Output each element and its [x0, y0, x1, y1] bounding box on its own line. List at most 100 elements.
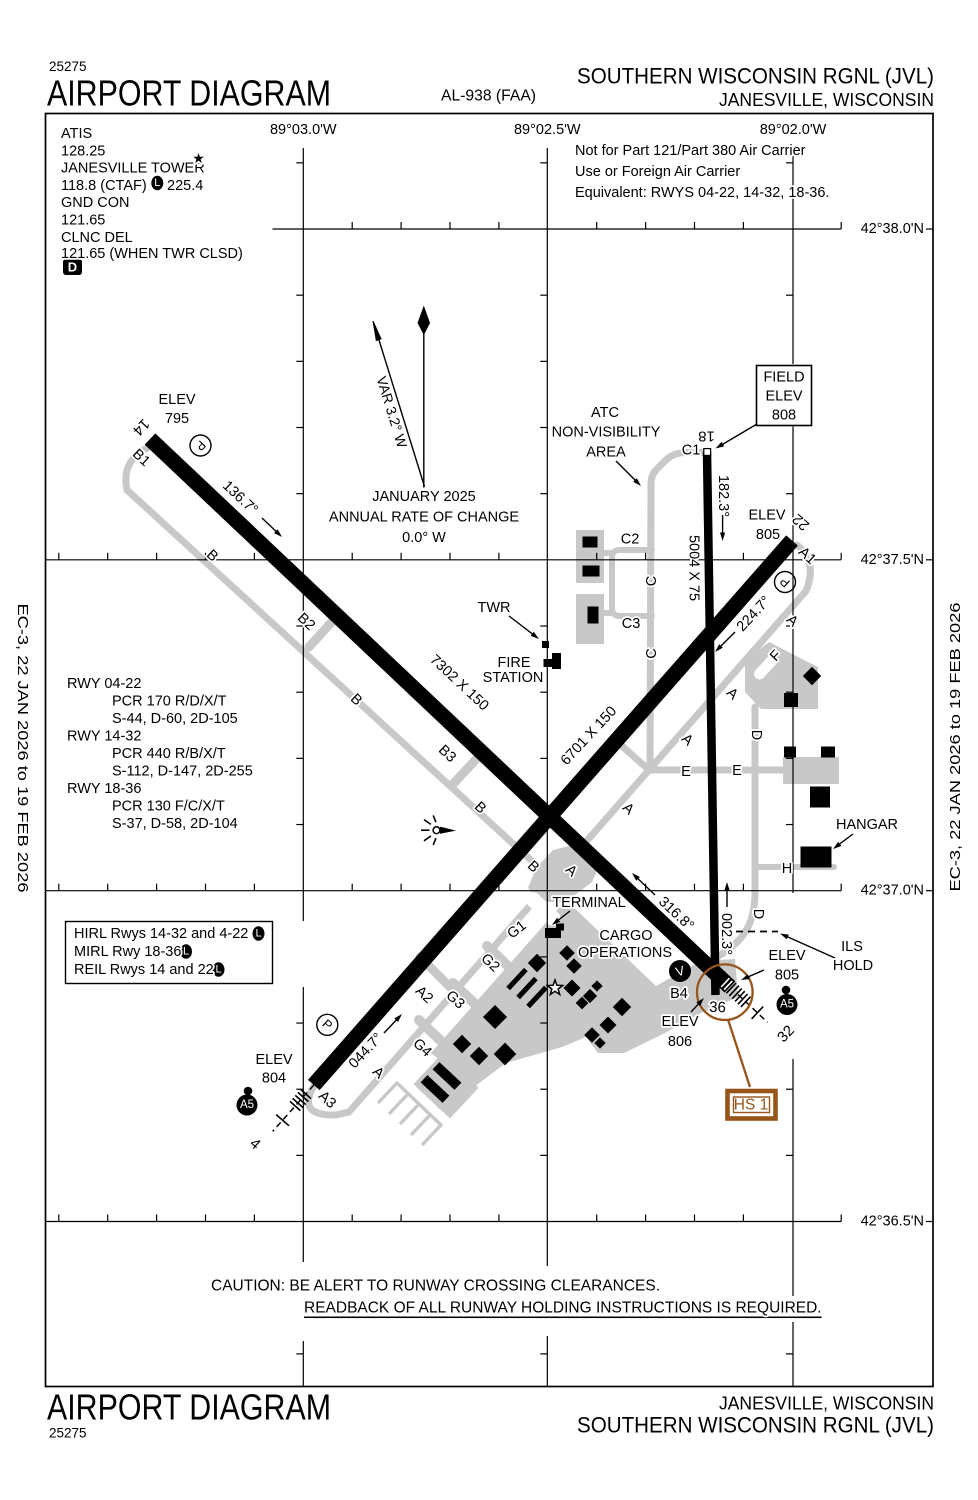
- rwy04-elev-1: ELEV: [255, 1052, 292, 1068]
- building: [612, 997, 632, 1017]
- rwy32-elev-2: 805: [775, 968, 799, 984]
- label-fire-1: FIRE: [497, 655, 530, 671]
- building: [420, 1075, 450, 1103]
- note-not-for-2: Use or Foreign Air Carrier: [575, 164, 740, 180]
- building: [526, 985, 548, 1009]
- label-h: H: [782, 861, 792, 877]
- label-twr: TWR: [477, 600, 510, 616]
- comm-tower: JANESVILLE TOWER: [61, 161, 205, 177]
- a5-dot-icon-2: [243, 1086, 253, 1096]
- hdg-182-arrow: [720, 515, 726, 541]
- label-ils-1: ILS: [841, 939, 863, 955]
- margin-note-left: EC-3, 22 JAN 2026 to 19 FEB 2026: [14, 604, 30, 893]
- label-d-1: D: [748, 730, 764, 740]
- rwy18-heading: 182.3°: [715, 475, 731, 517]
- lat-line-42°37.0'N: 42°37.0'N: [45, 883, 933, 899]
- comb-finger-2: [388, 1092, 410, 1115]
- symbol-p-text-2: P: [777, 574, 793, 590]
- l-badge-icon-4: [212, 962, 225, 977]
- circled-p-symbols: [189, 434, 797, 1037]
- rwy14-elev-2: 795: [165, 411, 189, 427]
- lat-label: 42°38.0'N: [861, 221, 924, 237]
- taxiway-g2-stub: [482, 941, 514, 972]
- wind-cone-icon: [421, 815, 456, 846]
- rwy36-elev-1: ELEV: [661, 1014, 698, 1030]
- symbol-l-text-3: L: [183, 946, 189, 958]
- label-atc-1: ATC: [591, 405, 619, 421]
- var-date: JANUARY 2025: [372, 489, 475, 505]
- building: [784, 746, 796, 758]
- rwy14-elev-1: ELEV: [158, 392, 195, 408]
- als-4-bars: [275, 1088, 312, 1127]
- lon-label: 89°02.5'W: [514, 122, 581, 138]
- building: [545, 928, 561, 938]
- symbol-layer: [63, 175, 798, 1121]
- building: [432, 1062, 462, 1090]
- rwy32-elev-1: ELEV: [768, 948, 805, 964]
- rwy-data-1-str: S-44, D-60, 2D-105: [112, 711, 238, 727]
- taxiway-c: [646, 449, 710, 773]
- building: [556, 923, 564, 931]
- lighting-2: MIRL Rwy 18-36: [74, 944, 181, 960]
- building: [591, 980, 603, 992]
- hot-spot-box-inner: [732, 1096, 771, 1114]
- comm-clnc: CLNC DEL: [61, 230, 133, 246]
- ils-hold-arrow: [780, 933, 836, 959]
- label-fire-2: STATION: [483, 670, 544, 686]
- lat-label: 42°37.0'N: [861, 883, 924, 899]
- apron-f: [745, 642, 818, 709]
- label-hangar: HANGAR: [836, 817, 898, 833]
- rwy18-number: 18: [698, 428, 715, 445]
- rwy32-number: 32: [774, 1022, 798, 1046]
- building: [542, 641, 549, 648]
- comb-finger-4: [410, 1113, 432, 1136]
- variation-arrow: [372, 320, 426, 487]
- building: [566, 958, 582, 974]
- v-badge-icon: [669, 960, 691, 982]
- caution-text-2: READBACK OF ALL RUNWAY HOLDING INSTRUCTI…: [304, 1300, 822, 1317]
- hot-spot-leader: [726, 1019, 752, 1088]
- taxiway-g3-stub: [448, 978, 480, 1009]
- margin-note-right: EC-3, 22 JAN 2026 to 19 FEB 2026: [948, 603, 964, 892]
- label-b-3: B: [471, 799, 489, 817]
- symbol-a5-text-2: A5: [240, 1099, 254, 1111]
- building: [552, 653, 561, 669]
- island-f: [754, 654, 778, 680]
- l-badge-icon-1: [151, 175, 164, 191]
- hot-spot-circle: [695, 963, 754, 1022]
- als-4-centerline: [272, 1084, 315, 1132]
- comm-tower-freq2: 225.4: [167, 178, 203, 194]
- comm-gnd: GND CON: [61, 195, 129, 211]
- terminal-apron: [431, 900, 738, 1087]
- island-g1: [525, 892, 561, 926]
- symbol-a5-text-1: A5: [780, 999, 794, 1011]
- label-e-1: E: [681, 764, 691, 780]
- building: [506, 967, 528, 991]
- hdg-044-arrow: [383, 1014, 402, 1034]
- rwy22-elev-2: 805: [756, 527, 780, 543]
- caution-text-1: CAUTION: BE ALERT TO RUNWAY CROSSING CLE…: [211, 1278, 660, 1295]
- note-not-for-3: Equivalent: RWYS 04-22, 14-32, 18-36.: [575, 185, 829, 201]
- approach-lights-rwy4: [272, 1084, 315, 1132]
- building: [516, 976, 538, 1000]
- symbol-v-text: V: [674, 963, 687, 980]
- als-32-centerline: [737, 993, 769, 1023]
- label-b3: B3: [435, 742, 459, 766]
- symbol-p-text-3: P: [320, 1017, 336, 1033]
- header-procedure-id: AL-938 (FAA): [441, 88, 536, 105]
- label-ils-2: HOLD: [833, 958, 873, 974]
- label-c-a: C: [644, 576, 660, 586]
- comm-atis: ATIS: [61, 126, 92, 142]
- footer-title: AIRPORT DIAGRAM: [47, 1387, 331, 1428]
- lighting-1: HIRL Rwys 14-32 and 4-22: [74, 926, 248, 942]
- rwy36-elev-2: 806: [668, 1034, 692, 1050]
- building: [469, 1046, 489, 1066]
- wind-cone-cone: [440, 826, 456, 834]
- field-elev-3: 808: [772, 408, 796, 424]
- hdg-136-arrow: [261, 517, 282, 537]
- building-layer: [420, 536, 835, 1103]
- tower-star-icon: ★: [192, 150, 205, 166]
- footer-city: JANESVILLE, WISCONSIN: [719, 1393, 934, 1414]
- rwy36-number: 36: [709, 999, 726, 1017]
